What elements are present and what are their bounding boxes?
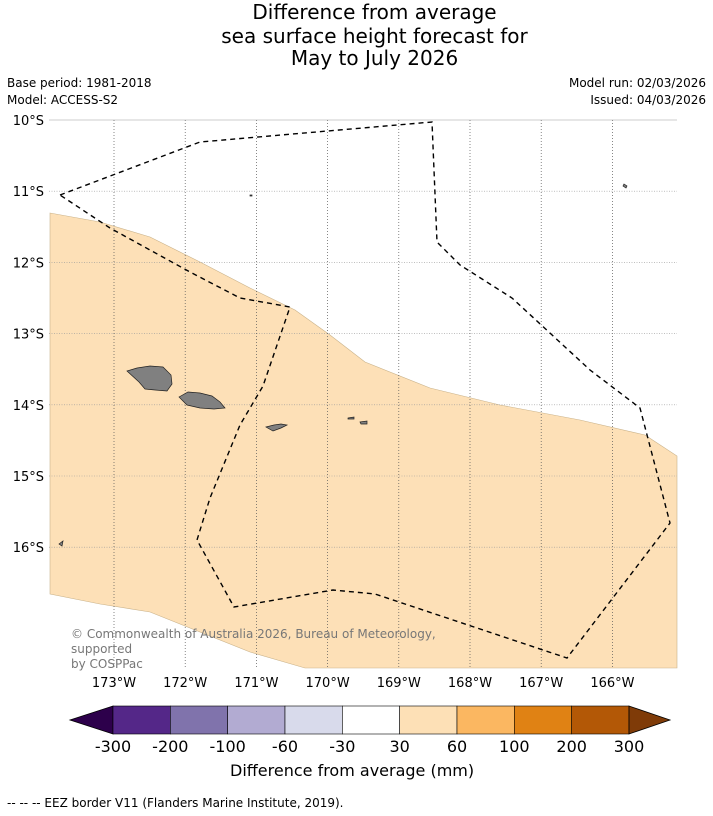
colorbar-tick-labels: -300 -200 -100 -60 -30 30 60 100 200 300 [95, 737, 644, 756]
colorbar-tick-label: -200 [152, 737, 188, 756]
lon-label: 168°W [448, 676, 492, 691]
lon-label: 169°W [377, 676, 421, 691]
lon-label: 167°W [519, 676, 563, 691]
island-islet-2 [622, 183, 628, 189]
longitude-gridlines [113, 120, 613, 668]
colorbar-segment [571, 705, 630, 735]
colorbar-title: Difference from average (mm) [230, 761, 475, 780]
longitude-labels: 173°W 172°W 171°W 170°W 169°W 168°W 167°W 166°W [92, 676, 635, 691]
lon-label: 170°W [306, 676, 350, 691]
issued-date: Issued: 04/03/2026 [590, 93, 706, 107]
colorbar-segment [227, 705, 286, 735]
colorbar-segment [284, 705, 343, 735]
island-islet-3 [58, 540, 64, 547]
island-tau [359, 420, 368, 425]
land-islands [58, 183, 628, 547]
colorbar-tick-label: -60 [272, 737, 298, 756]
colorbar-tick-label: 200 [556, 737, 587, 756]
island-islet-1 [249, 194, 253, 197]
colorbar-extension-high [628, 705, 672, 735]
lat-label: 15°S [13, 470, 44, 485]
island-tutuila [265, 423, 289, 432]
colorbar-tick-label: -100 [210, 737, 246, 756]
colorbar-segment [514, 705, 572, 735]
colorbar-extension-low [68, 705, 114, 735]
copyright-line-2: by COSPPac [71, 657, 143, 671]
latitude-gridlines [49, 190, 677, 548]
colorbar-tick-label: -30 [329, 737, 355, 756]
base-period: Base period: 1981-2018 [7, 76, 152, 90]
title-line-3: May to July 2026 [290, 46, 459, 70]
colorbar-tick-label: 300 [614, 737, 645, 756]
lon-label: 172°W [163, 676, 207, 691]
title-line-1: Difference from average [252, 0, 497, 24]
colorbar-tick-label: 100 [499, 737, 530, 756]
eez-footnote: -- -- -- EEZ border V11 (Flanders Marine… [7, 796, 344, 810]
lon-label: 173°W [92, 676, 136, 691]
island-savaii [126, 365, 173, 392]
lon-label: 171°W [234, 676, 278, 691]
colorbar-tick-label: -300 [95, 737, 131, 756]
lat-label: 14°S [13, 399, 44, 414]
island-upolu [178, 391, 226, 410]
copyright-notice: © Commonwealth of Australia 2026, Bureau… [71, 627, 491, 672]
island-ofu [347, 416, 355, 420]
copyright-line-1: © Commonwealth of Australia 2026, Bureau… [71, 627, 436, 656]
lat-label: 16°S [13, 541, 44, 556]
colorbar-segment [399, 705, 458, 735]
latitude-labels: 10°S 11°S 12°S 13°S 14°S 15°S 16°S [13, 114, 44, 556]
lat-label: 10°S [13, 114, 44, 129]
lat-label: 11°S [13, 185, 44, 200]
title-line-2: sea surface height forecast for [221, 24, 528, 48]
model-run: Model run: 02/03/2026 [568, 76, 706, 90]
colorbar-segment [170, 705, 228, 735]
colorbar [68, 705, 672, 735]
anomaly-region [49, 212, 678, 669]
lat-label: 12°S [13, 256, 44, 271]
colorbar-segment [456, 705, 515, 735]
model-name: Model: ACCESS-S2 [7, 93, 119, 107]
colorbar-tick-label: 30 [389, 737, 409, 756]
lat-label: 13°S [13, 328, 44, 343]
colorbar-segment [112, 705, 171, 735]
colorbar-segment [342, 705, 400, 735]
lon-label: 166°W [590, 676, 634, 691]
colorbar-tick-label: 60 [447, 737, 467, 756]
